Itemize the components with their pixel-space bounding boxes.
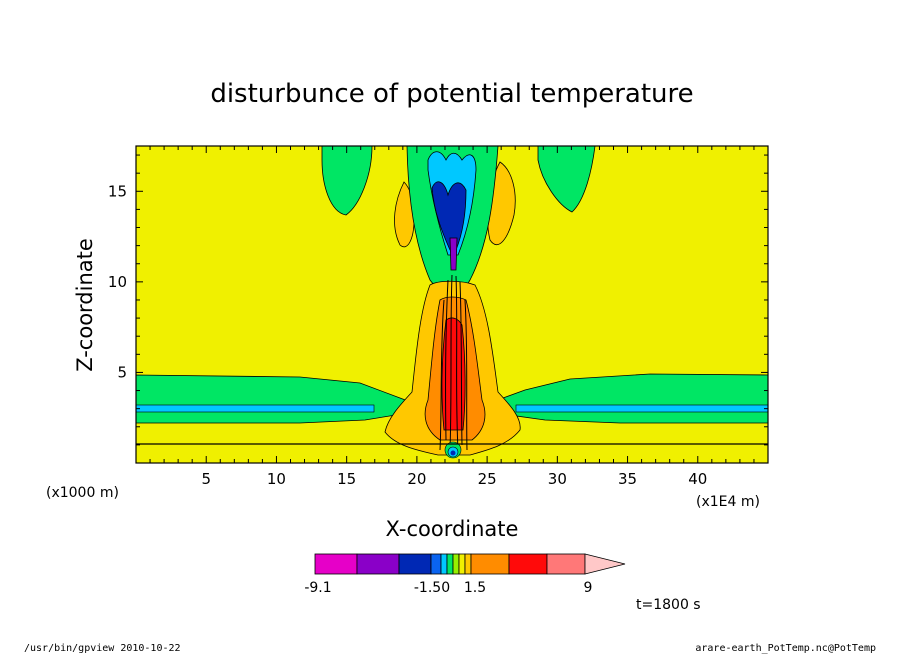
colorbar-block: [430, 553, 442, 575]
y-unit-label: (x1000 m): [46, 485, 119, 501]
colorbar-block: [398, 553, 432, 575]
colorbar-block: [470, 553, 510, 575]
colorbar-block: [446, 553, 454, 575]
footer-left: /usr/bin/gpview 2010-10-22: [24, 643, 181, 654]
colorbar-label: -9.1: [304, 580, 331, 596]
colorbar-label: 1.5: [464, 580, 486, 596]
colorbar-block: [314, 553, 358, 575]
colorbar-block: [356, 553, 400, 575]
contour-upper-right-green-lobe: [537, 146, 596, 213]
x-tick-label: 5: [201, 470, 211, 488]
y-tick-label: 5: [117, 363, 127, 381]
contour-upper-left-green-lobe: [321, 146, 373, 216]
colorbar-block: [452, 553, 460, 575]
colorbar-labels: -9.1 -1.50 1.5 9: [304, 580, 592, 596]
colorbar-label: -1.50: [414, 580, 450, 596]
x-tick-label: 25: [478, 470, 497, 488]
y-axis-label: Z-coordinate: [73, 238, 97, 372]
contour-surface-ring-blue: [450, 450, 456, 456]
colorbar-label: 9: [584, 580, 593, 596]
colorbar-block: [458, 553, 466, 575]
colorbar-block: [464, 553, 472, 575]
contour-blue-core: [431, 181, 467, 251]
x-tick-label: 10: [267, 470, 286, 488]
colorbar-arrow: [584, 553, 626, 575]
x-tick-label: 40: [688, 470, 707, 488]
contour-purple-core: [449, 237, 458, 271]
y-tick-label: 15: [108, 182, 127, 200]
contour-right-cyan-stripe: [515, 404, 768, 413]
footer-right: arare-earth_PotTemp.nc@PotTemp: [695, 643, 876, 654]
plot-frame: [135, 145, 769, 464]
core-contour-lines: [439, 274, 468, 451]
x-tick-label: 30: [548, 470, 567, 488]
contour-left-cyan-stripe: [136, 404, 375, 413]
chart-title: disturbunce of potential temperature: [210, 79, 693, 109]
x-unit-label: (x1E4 m): [696, 494, 760, 510]
x-tick-label: 35: [618, 470, 637, 488]
time-label: t=1800 s: [636, 597, 701, 613]
y-tick-label: 10: [108, 273, 127, 291]
colorbar-block: [546, 553, 586, 575]
x-axis-label: X-coordinate: [386, 517, 519, 541]
contour-field: [136, 146, 768, 463]
x-tick-label: 20: [407, 470, 426, 488]
colorbar: [314, 553, 626, 575]
colorbar-block: [508, 553, 548, 575]
x-axis-ticks: 5 10 15 20 25 30 35 40: [135, 146, 769, 488]
colorbar-block: [440, 553, 448, 575]
y-axis-ticks: 5 10 15: [108, 154, 768, 464]
x-tick-label: 15: [337, 470, 356, 488]
